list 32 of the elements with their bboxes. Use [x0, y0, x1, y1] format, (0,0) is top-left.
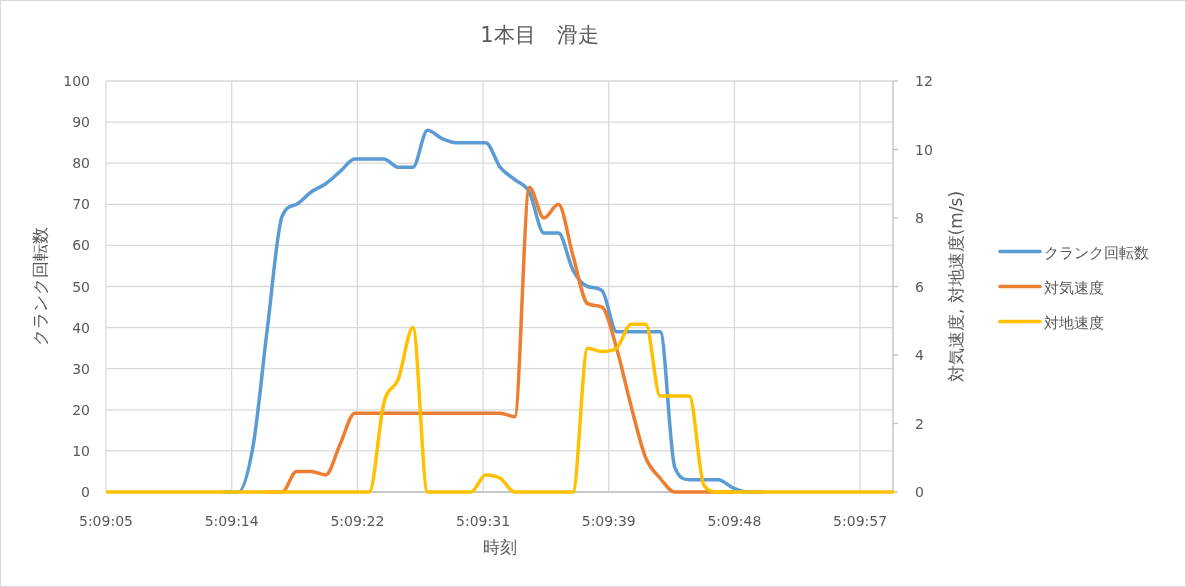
- x-axis-title: 時刻: [482, 537, 517, 557]
- legend-label: 対地速度: [1044, 313, 1104, 332]
- y2-tick-label: 6: [915, 278, 924, 295]
- y2-tick-label: 4: [915, 347, 924, 363]
- y2-tick-label: 0: [915, 484, 924, 500]
- y-tick-label: 70: [72, 196, 90, 213]
- y-tick-label: 90: [72, 114, 90, 131]
- x-tick-label: 5:09:31: [456, 513, 511, 529]
- y-axis-title: クランク回転数: [30, 227, 50, 346]
- x-tick-label: 5:09:48: [707, 513, 762, 529]
- y-tick-label: 80: [72, 155, 90, 172]
- y2-tick-label: 10: [915, 141, 933, 158]
- y2-tick-label: 12: [915, 73, 933, 89]
- y2-tick-label: 8: [915, 210, 924, 226]
- y-tick-label: 40: [72, 319, 90, 336]
- x-tick-label: 5:09:22: [330, 513, 385, 529]
- legend-label: クランク回転数: [1044, 243, 1149, 262]
- y-tick-label: 30: [72, 360, 90, 377]
- y-tick-label: 60: [72, 237, 90, 254]
- y-tick-label: 100: [63, 73, 90, 89]
- y-tick-label: 0: [81, 484, 90, 500]
- chart-title: 1本目 滑走: [480, 23, 599, 47]
- x-tick-label: 5:09:14: [204, 513, 259, 529]
- y-tick-label: 10: [72, 442, 90, 459]
- y2-tick-label: 2: [915, 415, 924, 432]
- legend-label: 対気速度: [1044, 278, 1104, 297]
- y-tick-label: 50: [72, 278, 90, 295]
- x-tick-label: 5:09:57: [833, 513, 888, 529]
- y-tick-label: 20: [72, 401, 90, 418]
- x-tick-label: 5:09:39: [581, 513, 636, 529]
- y2-axis-title: 対気速度, 対地速度(m/s): [946, 190, 966, 383]
- x-tick-label: 5:09:05: [79, 513, 133, 529]
